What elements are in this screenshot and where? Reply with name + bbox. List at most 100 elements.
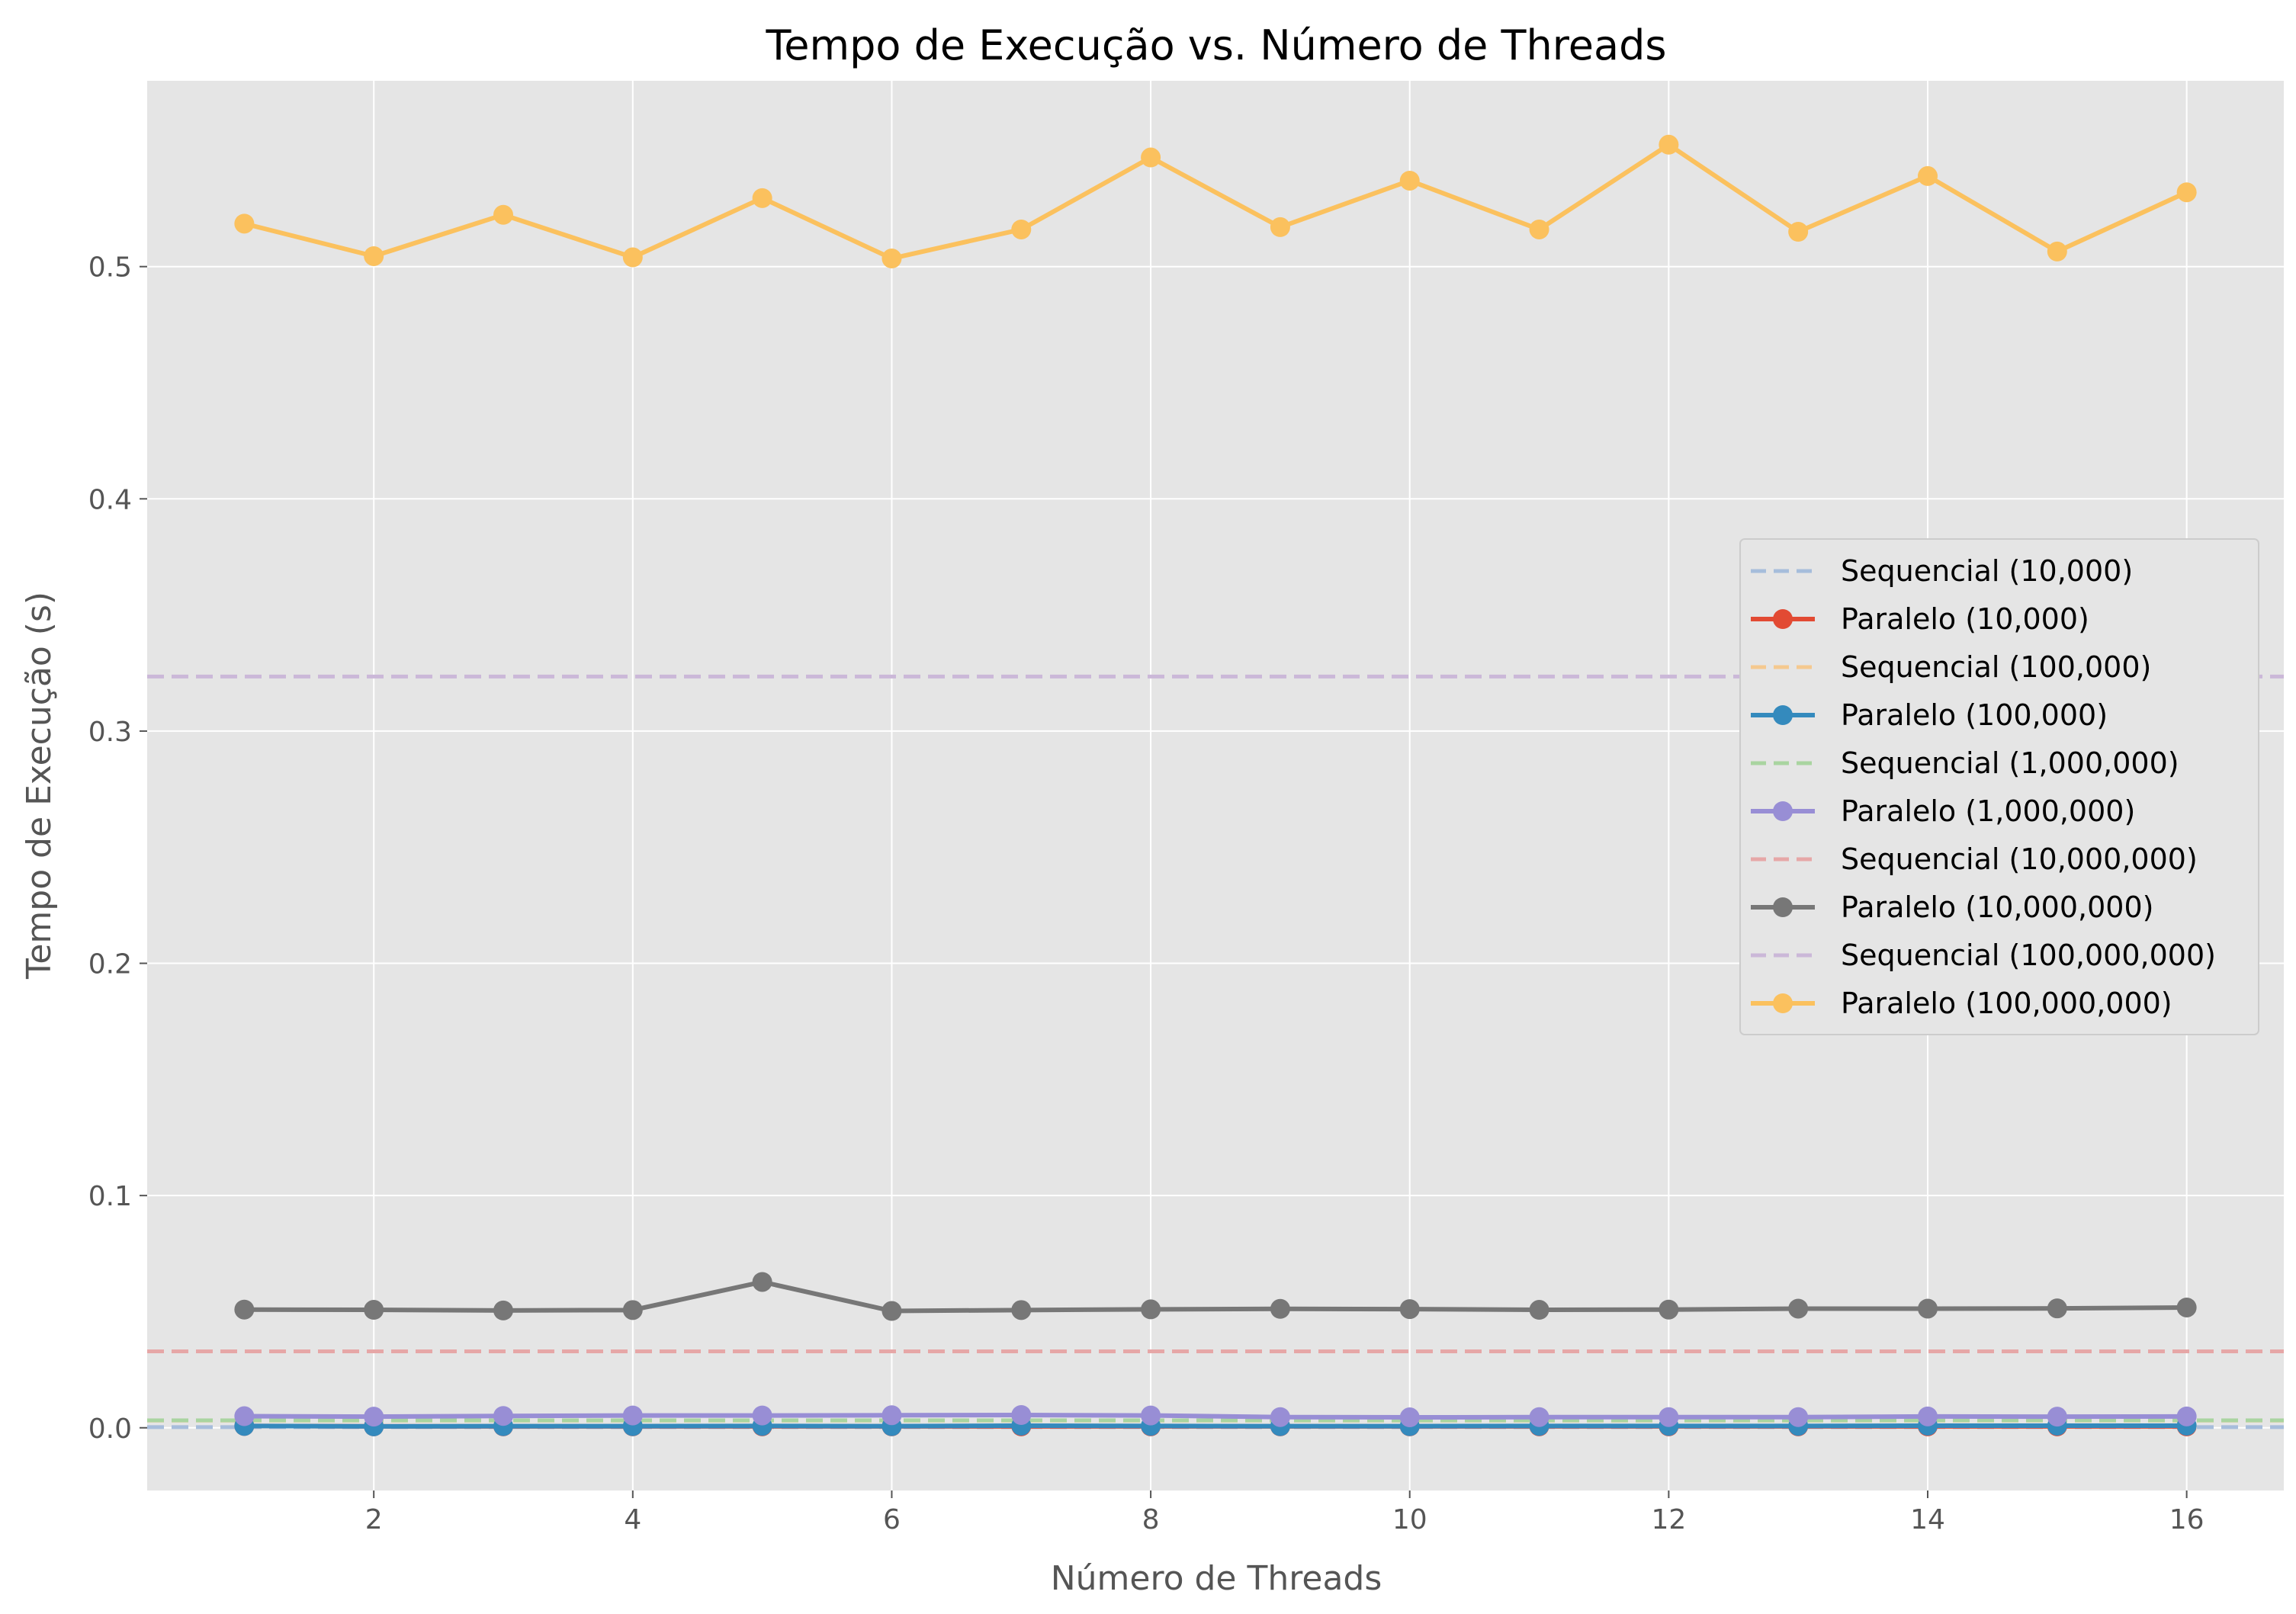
- data-point: [234, 1406, 255, 1426]
- data-point: [1270, 217, 1290, 237]
- data-point: [1399, 1299, 1420, 1320]
- y-tick-label: 0.1: [88, 1181, 132, 1212]
- legend-label: Sequencial (1,000,000): [1841, 746, 2179, 780]
- legend-marker: [1773, 705, 1793, 725]
- data-point: [1918, 1298, 1938, 1319]
- x-axis-label: Número de Threads: [1051, 1559, 1382, 1598]
- data-point: [2047, 1298, 2067, 1319]
- data-point: [2047, 241, 2067, 262]
- data-point: [1788, 1407, 1809, 1427]
- data-point: [493, 1406, 513, 1426]
- legend-label: Paralelo (100,000,000): [1841, 987, 2172, 1020]
- data-point: [881, 1301, 902, 1321]
- legend-label: Sequencial (100,000,000): [1841, 939, 2216, 972]
- data-point: [2176, 1297, 2197, 1317]
- data-point: [1659, 134, 1679, 155]
- data-point: [364, 245, 384, 266]
- data-point: [1529, 1407, 1549, 1427]
- data-point: [1659, 1299, 1679, 1320]
- data-point: [1529, 1300, 1549, 1320]
- legend-label: Paralelo (10,000): [1841, 602, 2089, 636]
- x-tick-label: 10: [1392, 1504, 1427, 1535]
- legend-label: Sequencial (10,000): [1841, 554, 2133, 588]
- data-point: [1788, 221, 1809, 242]
- y-tick-label: 0.3: [88, 717, 132, 748]
- data-point: [2176, 182, 2197, 203]
- data-point: [1270, 1298, 1290, 1319]
- data-point: [1011, 1405, 1032, 1426]
- legend-entry: Paralelo (10,000,000): [1751, 890, 2153, 924]
- data-point: [2047, 1407, 2067, 1427]
- series-line: [244, 1279, 2187, 1314]
- data-point: [2176, 1406, 2197, 1426]
- chart-title: Tempo de Execução vs. Número de Threads: [765, 21, 1666, 69]
- data-point: [1399, 170, 1420, 191]
- paralelo-series-5: [234, 1405, 2197, 1428]
- x-tick-label: 14: [1910, 1504, 1945, 1535]
- data-point: [622, 247, 643, 268]
- series-line: [244, 1413, 2187, 1420]
- legend-label: Sequencial (100,000): [1841, 650, 2151, 684]
- data-point: [622, 1300, 643, 1320]
- legend-label: Paralelo (1,000,000): [1841, 794, 2135, 828]
- legend-marker: [1773, 897, 1793, 917]
- legend-entry: Paralelo (100,000,000): [1751, 987, 2172, 1020]
- x-tick-label: 2: [365, 1504, 383, 1535]
- data-point: [1270, 1407, 1290, 1427]
- data-point: [752, 1272, 772, 1292]
- legend-label: Paralelo (10,000,000): [1841, 890, 2153, 924]
- legend-box: [1739, 538, 2259, 1035]
- x-tick-label: 16: [2169, 1504, 2204, 1535]
- data-point: [1659, 1407, 1679, 1427]
- data-point: [364, 1300, 384, 1320]
- data-point: [1529, 219, 1549, 239]
- data-point: [1141, 1299, 1161, 1320]
- x-tick-label: 8: [1142, 1504, 1160, 1535]
- data-point: [1399, 1407, 1420, 1428]
- data-point: [1788, 1298, 1809, 1319]
- x-tick-label: 12: [1651, 1504, 1686, 1535]
- data-point: [1918, 165, 1938, 186]
- legend-entry: Sequencial (1,000,000): [1751, 746, 2179, 780]
- legend: Sequencial (10,000) Paralelo (10,000) Sequ…: [1739, 538, 2259, 1035]
- legend-entry: Sequencial (10,000): [1751, 554, 2133, 588]
- data-point: [364, 1407, 384, 1427]
- data-point: [493, 1300, 513, 1320]
- data-point: [881, 1405, 902, 1426]
- x-axis-ticks: 2 4 6 8 10 12 14 16: [365, 1490, 2204, 1535]
- x-tick-label: 4: [624, 1504, 641, 1535]
- y-axis-label: Tempo de Execução (s): [20, 592, 59, 980]
- y-tick-label: 0.5: [88, 252, 132, 284]
- paralelo-series-9: [234, 134, 2197, 269]
- data-point: [881, 249, 902, 269]
- y-tick-label: 0.4: [88, 484, 132, 515]
- x-tick-label: 6: [883, 1504, 901, 1535]
- data-point: [493, 204, 513, 225]
- legend-entry: Paralelo (10,000): [1751, 602, 2089, 636]
- series-lines: [234, 134, 2197, 1436]
- data-point: [622, 1405, 643, 1426]
- legend-entry: Paralelo (1,000,000): [1751, 794, 2135, 828]
- y-axis-ticks: 0.0 0.1 0.2 0.3 0.4 0.5: [88, 252, 147, 1445]
- series-line: [243, 142, 2188, 262]
- y-tick-label: 0.0: [88, 1413, 132, 1445]
- y-tick-label: 0.2: [88, 949, 132, 980]
- data-point: [1011, 1300, 1032, 1320]
- data-point: [1918, 1406, 1938, 1426]
- data-point: [234, 1299, 255, 1320]
- legend-entry: Sequencial (100,000,000): [1751, 939, 2216, 972]
- legend-marker: [1773, 993, 1793, 1013]
- data-point: [1011, 219, 1032, 239]
- legend-entry: Paralelo (100,000): [1751, 698, 2108, 732]
- legend-label: Paralelo (100,000): [1841, 698, 2108, 732]
- data-point: [752, 1405, 772, 1426]
- legend-entry: Sequencial (10,000,000): [1751, 842, 2198, 876]
- data-point: [1141, 1405, 1161, 1426]
- data-point: [1141, 147, 1161, 168]
- legend-entry: Sequencial (100,000): [1751, 650, 2151, 684]
- data-point: [234, 213, 255, 234]
- data-point: [752, 188, 772, 208]
- legend-marker: [1773, 609, 1793, 629]
- paralelo-series-7: [234, 1272, 2197, 1321]
